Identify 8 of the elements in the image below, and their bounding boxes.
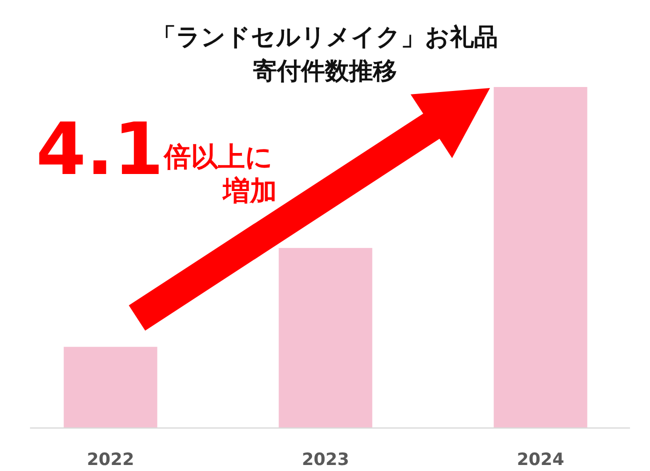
x-tick-label: 2023 <box>302 450 350 470</box>
annotation: 増加 <box>222 176 277 207</box>
chart-subtitle: 寄付件数推移 <box>253 57 397 85</box>
x-tick-label: 2022 <box>86 450 134 470</box>
chart-title: 「ランドセルリメイク」お礼品 <box>152 23 498 51</box>
annotation: 4.1 <box>36 107 164 191</box>
x-tick-label: 2024 <box>516 450 564 470</box>
annotation: 倍以上に <box>163 142 273 173</box>
